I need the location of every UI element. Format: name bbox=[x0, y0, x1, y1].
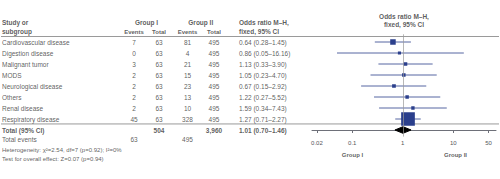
svg-text:Respiratory disease: Respiratory disease bbox=[2, 116, 60, 124]
svg-text:2: 2 bbox=[132, 83, 136, 90]
svg-text:50: 50 bbox=[485, 140, 492, 146]
svg-text:0: 0 bbox=[132, 50, 136, 57]
svg-text:1.13 (0.33–3.90): 1.13 (0.33–3.90) bbox=[239, 61, 287, 69]
svg-text:Events: Events bbox=[178, 29, 198, 35]
svg-text:63: 63 bbox=[155, 94, 163, 101]
svg-text:fixed, 95% CI: fixed, 95% CI bbox=[239, 28, 279, 36]
svg-text:63: 63 bbox=[155, 72, 163, 79]
svg-text:Group II: Group II bbox=[444, 152, 467, 158]
svg-text:495: 495 bbox=[209, 105, 220, 112]
svg-text:Neurological disease: Neurological disease bbox=[2, 83, 63, 91]
svg-text:10: 10 bbox=[184, 105, 192, 112]
svg-text:1.01 (0.70–1.46): 1.01 (0.70–1.46) bbox=[239, 127, 287, 135]
svg-text:1: 1 bbox=[401, 140, 405, 146]
svg-text:0.1: 0.1 bbox=[348, 140, 357, 146]
svg-text:Group I: Group I bbox=[342, 152, 364, 158]
svg-text:1.59 (0.34–7.43): 1.59 (0.34–7.43) bbox=[239, 105, 287, 113]
svg-text:2: 2 bbox=[132, 94, 136, 101]
svg-text:3: 3 bbox=[132, 61, 136, 68]
svg-text:subgroup: subgroup bbox=[2, 28, 32, 36]
svg-text:Others: Others bbox=[2, 94, 22, 101]
svg-text:495: 495 bbox=[209, 50, 220, 57]
svg-text:0.64 (0.28–1.45): 0.64 (0.28–1.45) bbox=[239, 39, 287, 47]
svg-text:Heterogeneity: χ²=2.54, df=7 (: Heterogeneity: χ²=2.54, df=7 (p=0.92); I… bbox=[2, 147, 122, 153]
svg-text:45: 45 bbox=[130, 116, 138, 123]
svg-text:495: 495 bbox=[209, 116, 220, 123]
svg-text:495: 495 bbox=[209, 61, 220, 68]
svg-text:63: 63 bbox=[155, 116, 163, 123]
svg-text:Malignant tumor: Malignant tumor bbox=[2, 61, 49, 69]
svg-text:13: 13 bbox=[184, 94, 192, 101]
svg-text:21: 21 bbox=[184, 61, 192, 68]
svg-text:495: 495 bbox=[209, 83, 220, 90]
svg-text:63: 63 bbox=[155, 105, 163, 112]
svg-text:15: 15 bbox=[184, 72, 192, 79]
svg-text:Total events: Total events bbox=[2, 136, 37, 143]
svg-text:Test for overall effect: Z=0.0: Test for overall effect: Z=0.07 (p=0.94) bbox=[2, 156, 104, 162]
svg-text:0.02: 0.02 bbox=[311, 140, 323, 146]
svg-text:81: 81 bbox=[184, 39, 192, 46]
svg-text:Group II: Group II bbox=[188, 19, 213, 27]
svg-text:2: 2 bbox=[132, 72, 136, 79]
svg-text:1.05 (0.23–4.70): 1.05 (0.23–4.70) bbox=[239, 72, 287, 80]
svg-text:10: 10 bbox=[450, 140, 457, 146]
svg-text:Study or: Study or bbox=[2, 19, 29, 27]
svg-text:495: 495 bbox=[182, 136, 193, 143]
svg-text:Total (95% CI): Total (95% CI) bbox=[2, 127, 45, 135]
svg-text:328: 328 bbox=[182, 116, 193, 123]
svg-text:495: 495 bbox=[209, 94, 220, 101]
svg-text:0.67 (0.15–2.92): 0.67 (0.15–2.92) bbox=[239, 83, 287, 91]
svg-text:MODS: MODS bbox=[2, 72, 22, 79]
svg-text:Renal disease: Renal disease bbox=[2, 105, 44, 112]
svg-text:1.27 (0.71–2.27): 1.27 (0.71–2.27) bbox=[239, 116, 287, 124]
svg-text:Cardiovascular disease: Cardiovascular disease bbox=[2, 39, 70, 46]
svg-text:7: 7 bbox=[132, 39, 136, 46]
svg-text:63: 63 bbox=[155, 50, 163, 57]
svg-text:fixed, 95% CI: fixed, 95% CI bbox=[384, 21, 424, 29]
svg-text:Group I: Group I bbox=[135, 19, 158, 27]
svg-text:2: 2 bbox=[132, 105, 136, 112]
svg-text:63: 63 bbox=[155, 61, 163, 68]
svg-text:4: 4 bbox=[186, 50, 190, 57]
svg-text:1.22 (0.27–5.52): 1.22 (0.27–5.52) bbox=[239, 94, 287, 102]
svg-text:495: 495 bbox=[209, 72, 220, 79]
svg-text:3,960: 3,960 bbox=[206, 127, 223, 135]
svg-text:Total: Total bbox=[207, 29, 221, 35]
svg-text:Total: Total bbox=[152, 29, 166, 35]
svg-text:0.86 (0.05–16.16): 0.86 (0.05–16.16) bbox=[239, 50, 290, 58]
svg-text:495: 495 bbox=[209, 39, 220, 46]
svg-text:63: 63 bbox=[155, 39, 163, 46]
svg-text:Events: Events bbox=[124, 29, 144, 35]
svg-text:Odds ratio M–H,: Odds ratio M–H, bbox=[379, 13, 429, 21]
svg-text:23: 23 bbox=[184, 83, 192, 90]
svg-text:63: 63 bbox=[130, 136, 138, 143]
svg-text:63: 63 bbox=[155, 83, 163, 90]
svg-text:Odds ratio M–H,: Odds ratio M–H, bbox=[239, 19, 289, 27]
svg-text:504: 504 bbox=[154, 127, 165, 134]
svg-text:Digestion disease: Digestion disease bbox=[2, 50, 54, 58]
